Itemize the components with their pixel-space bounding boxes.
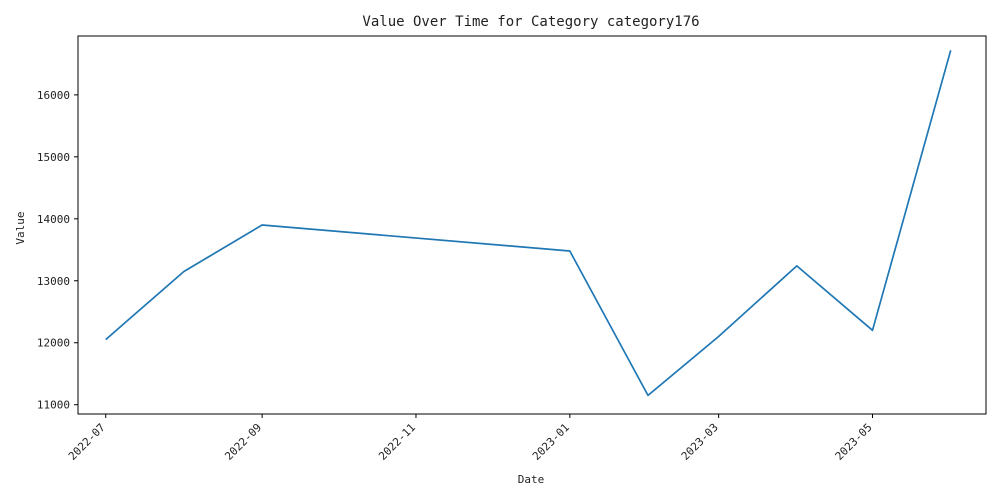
y-tick-label: 14000 bbox=[37, 213, 70, 226]
x-axis: 2022-07 2022-09 2022-11 2023-01 2023-03 2023-… bbox=[66, 414, 875, 463]
y-tick-label: 11000 bbox=[37, 399, 70, 412]
y-axis-label: Value bbox=[14, 211, 27, 244]
y-axis: 11000 12000 13000 14000 15000 16000 bbox=[37, 89, 78, 412]
y-tick-label: 16000 bbox=[37, 89, 70, 102]
plot-area-frame bbox=[77, 35, 987, 415]
x-tick-label: 2023-01 bbox=[530, 421, 572, 463]
x-tick-label: 2022-09 bbox=[222, 421, 264, 463]
chart-title: Value Over Time for Category category176 bbox=[362, 14, 699, 30]
x-tick-label: 2022-11 bbox=[376, 421, 418, 463]
y-tick-label: 12000 bbox=[37, 337, 70, 350]
x-tick-label: 2023-05 bbox=[833, 421, 875, 463]
x-tick-label: 2023-03 bbox=[679, 421, 721, 463]
x-axis-label: Date bbox=[518, 473, 545, 486]
data-points bbox=[104, 49, 952, 397]
x-tick-label: 2022-07 bbox=[66, 421, 108, 463]
y-tick-label: 13000 bbox=[37, 275, 70, 288]
series-line bbox=[105, 50, 952, 397]
y-tick-label: 15000 bbox=[37, 151, 70, 164]
